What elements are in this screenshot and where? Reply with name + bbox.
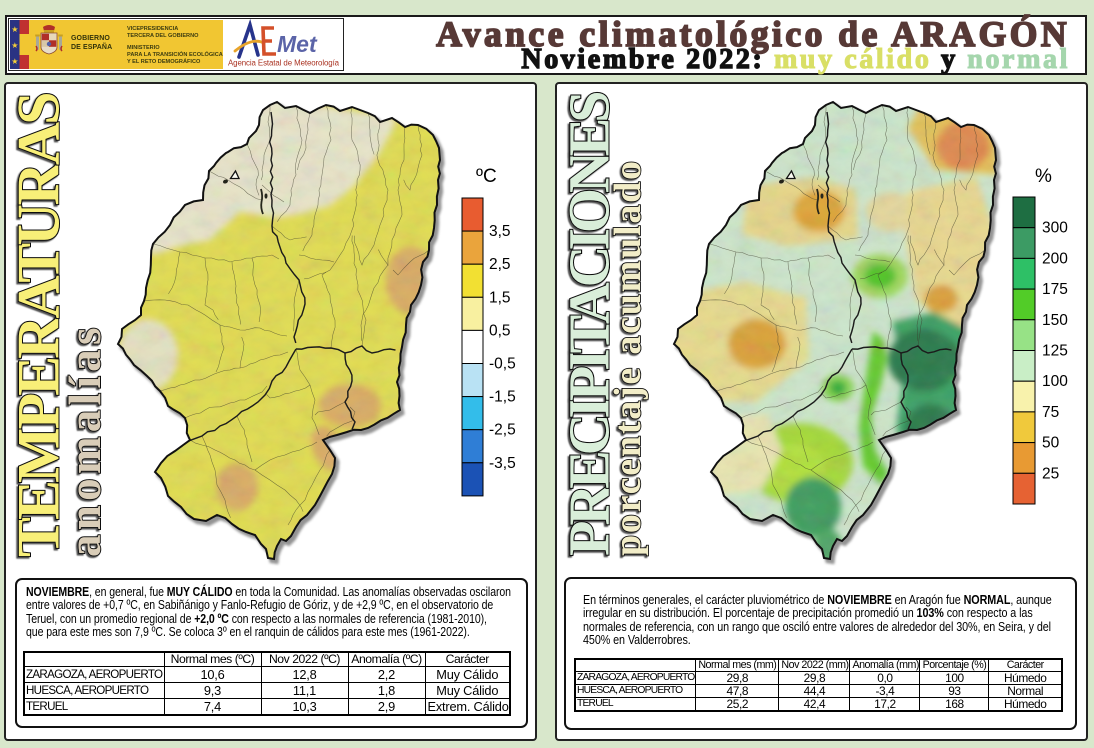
svg-text:TEMPERATURAS: TEMPERATURAS	[6, 94, 72, 557]
svg-text:300: 300	[1042, 220, 1068, 237]
svg-text:Y EL RETO DEMOGRÁFICO: Y EL RETO DEMOGRÁFICO	[127, 58, 201, 65]
svg-text:2,5: 2,5	[489, 256, 511, 273]
svg-text:DE ESPAÑA: DE ESPAÑA	[71, 42, 112, 51]
svg-text:0,5: 0,5	[489, 322, 511, 339]
svg-text:-2,5: -2,5	[489, 422, 516, 439]
svg-text:100: 100	[1042, 373, 1068, 390]
svg-text:★: ★	[11, 57, 18, 66]
svg-text:ºC: ºC	[476, 166, 497, 187]
svg-text:porcentaje acumulado: porcentaje acumulado	[607, 162, 649, 556]
svg-text:1,5: 1,5	[489, 289, 511, 306]
svg-text:25: 25	[1042, 465, 1059, 482]
svg-text:75: 75	[1042, 404, 1059, 421]
svg-text:175: 175	[1042, 281, 1068, 298]
svg-text:TERCERA DEL GOBIERNO: TERCERA DEL GOBIERNO	[127, 33, 199, 39]
svg-text:★: ★	[11, 41, 18, 50]
svg-text:VICEPRESIDENCIA: VICEPRESIDENCIA	[127, 26, 178, 32]
svg-text:PARA LA TRANSICIÓN ECOLÓGICA: PARA LA TRANSICIÓN ECOLÓGICA	[127, 50, 223, 58]
svg-text:50: 50	[1042, 435, 1060, 452]
svg-text:anomalías: anomalías	[60, 328, 110, 557]
svg-text:Agencia Estatal de Meteorologí: Agencia Estatal de Meteorología	[228, 59, 340, 68]
svg-text:125: 125	[1042, 343, 1068, 360]
svg-text:-1,5: -1,5	[489, 389, 516, 406]
svg-text:MINISTERIO: MINISTERIO	[127, 45, 160, 51]
svg-text:Met: Met	[277, 31, 318, 57]
svg-text:GOBIERNO: GOBIERNO	[71, 35, 110, 42]
svg-text:%: %	[1035, 166, 1052, 187]
svg-text:PRECIPITACIONES: PRECIPITACIONES	[557, 93, 622, 556]
svg-text:-0,5: -0,5	[489, 356, 516, 373]
svg-text:3,5: 3,5	[489, 223, 511, 240]
svg-text:200: 200	[1042, 250, 1068, 267]
svg-text:150: 150	[1042, 312, 1068, 329]
svg-text:-3,5: -3,5	[489, 455, 516, 472]
svg-text:★: ★	[11, 25, 18, 34]
